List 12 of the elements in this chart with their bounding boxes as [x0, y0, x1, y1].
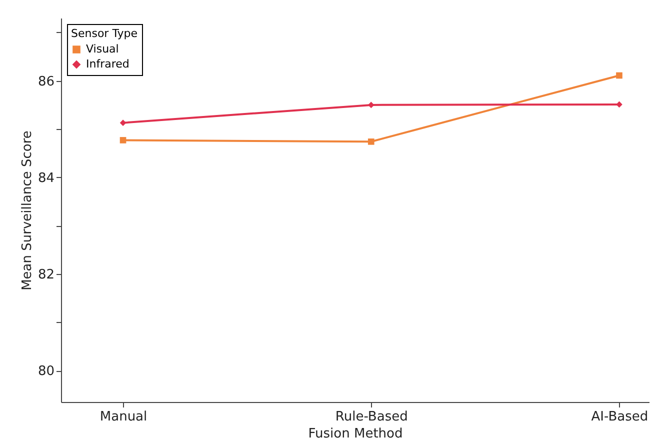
x-tick-label: AI-Based [591, 410, 648, 424]
y-tick-label: 84 [38, 170, 54, 186]
legend-label: Infrared [86, 58, 130, 70]
y-tick-label: 80 [38, 364, 54, 380]
legend-title: Sensor Type [71, 27, 138, 40]
y-tick-label: 82 [38, 268, 54, 282]
x-tick-label: Rule-Based [335, 410, 408, 424]
legend-label: Visual [86, 42, 119, 56]
y-axis-title: Mean Surveillance Score [20, 130, 35, 290]
x-axis-title: Fusion Method [308, 426, 403, 442]
x-tick-label: Manual [100, 410, 148, 424]
y-tick-label: 86 [38, 74, 54, 90]
